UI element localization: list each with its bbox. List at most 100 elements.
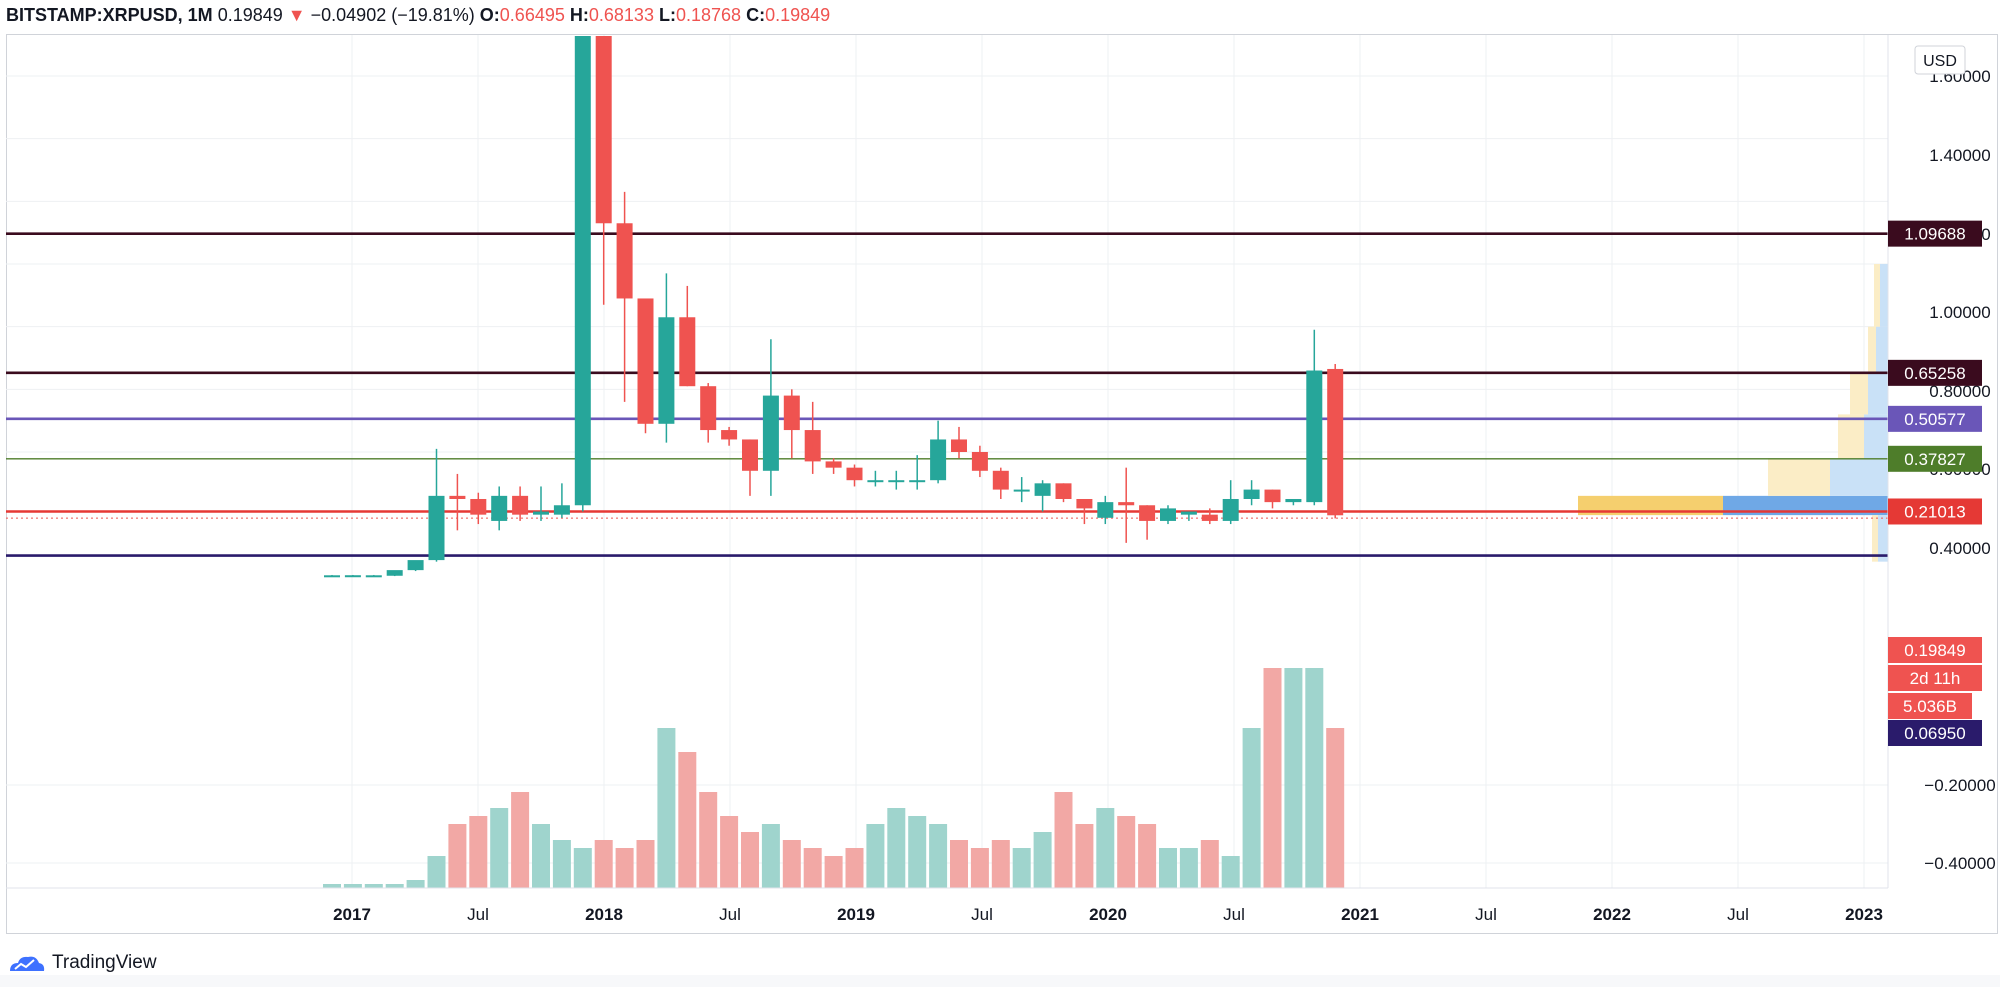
volume-bar <box>866 824 885 888</box>
price-badges: 1.09688 0.65258 0.50577 0.37827 0.21013 0.069… <box>1888 220 1982 746</box>
candle-body <box>1285 498 1302 503</box>
level-badge-bg <box>1888 498 1982 525</box>
horizontal-levels <box>6 232 1888 557</box>
candle-body <box>951 439 967 452</box>
candle-body <box>679 317 696 387</box>
candle-body <box>1055 483 1072 499</box>
time-axis: 2017 Jul 2018 Jul 2019 Jul 2020 Jul 2021 Jul 2022 J… <box>6 887 1888 924</box>
volume-bar <box>1138 824 1157 888</box>
volume-bar <box>1054 792 1073 888</box>
chart-pane[interactable] <box>6 34 1998 934</box>
volume-bar <box>1179 848 1198 888</box>
volume-profile <box>1578 263 1888 562</box>
volume-bar <box>1305 668 1324 888</box>
grid-lines <box>6 35 1888 888</box>
high-label: H: <box>569 5 589 25</box>
volume-bar <box>1221 856 1240 888</box>
candle-body <box>470 498 487 515</box>
volume-bars <box>323 668 1345 888</box>
y-tick-label: −0.20000 <box>1924 776 1995 795</box>
level-badge-bg <box>1888 359 1982 386</box>
level-badge: 0.06950 <box>1904 724 1965 743</box>
candle-body <box>1013 489 1030 492</box>
level-badge: 0.65258 <box>1904 364 1965 383</box>
volume-profile-up <box>1768 458 1830 496</box>
candle-body <box>595 36 612 224</box>
candle-body <box>1222 498 1239 521</box>
candle-body <box>700 386 717 431</box>
volume-bar <box>490 808 509 888</box>
candle-body <box>324 575 340 578</box>
y-tick-label: 1.00000 <box>1929 303 1990 322</box>
volume-profile-up <box>1868 326 1876 374</box>
currency-badge[interactable]: USD <box>1914 45 1966 75</box>
high-value: 0.68133 <box>588 5 654 25</box>
candle-body <box>909 480 926 483</box>
volume-bar <box>887 808 906 888</box>
volume-bar <box>1242 728 1261 888</box>
volume-bar <box>699 792 718 888</box>
footer: TradingView <box>6 948 157 978</box>
volume-bar <box>991 840 1010 888</box>
candle-body <box>637 298 654 424</box>
volume-bar <box>594 840 613 888</box>
level-badge: 0.37827 <box>1904 450 1965 469</box>
volume-bar <box>636 840 655 888</box>
volume-bar <box>845 848 864 888</box>
volume-bar <box>1326 728 1345 888</box>
volume-bar <box>469 816 488 888</box>
price-chart[interactable]: 1.600001.400001.200001.000000.800000.600… <box>0 0 2000 940</box>
candle-body <box>867 480 884 483</box>
x-tick-label: Jul <box>1475 905 1497 924</box>
level-badge: 1.09688 <box>1904 225 1965 244</box>
candle-body <box>742 439 758 471</box>
volume-profile-down <box>1880 263 1888 327</box>
candle-body <box>1139 505 1156 521</box>
close-value: 0.19849 <box>765 5 831 25</box>
candle-body <box>1118 502 1135 506</box>
volume-bar <box>615 848 634 888</box>
y-tick-label: 0.80000 <box>1929 382 1990 401</box>
candle-body <box>1180 511 1197 515</box>
level-badge-bg <box>1888 445 1982 472</box>
candle-body <box>1076 498 1093 509</box>
volume-bar <box>803 848 822 888</box>
volume-bar <box>1263 668 1282 888</box>
tradingview-brand[interactable]: TradingView <box>52 952 157 973</box>
level-badge-bg <box>1888 405 1982 432</box>
candle-body <box>1327 368 1344 516</box>
volume-bar <box>1096 808 1115 888</box>
volume-bar <box>970 848 989 888</box>
volume-badge-bg <box>1888 693 1972 719</box>
candle-body <box>971 451 988 471</box>
volume-bar <box>364 884 383 888</box>
volume-bar <box>1012 848 1031 888</box>
candle-body <box>491 495 508 521</box>
tradingview-cloud-icon[interactable] <box>6 951 46 975</box>
price-change: −0.04902 (−19.81%) <box>310 5 475 25</box>
candlesticks <box>324 36 1344 578</box>
volume-bar <box>1117 816 1136 888</box>
x-tick-label: 2021 <box>1341 905 1379 924</box>
candle-body <box>616 223 633 299</box>
volume-bar <box>532 824 550 888</box>
candle-body <box>721 430 738 440</box>
candle-body <box>930 439 947 481</box>
x-tick-label: 2022 <box>1593 905 1631 924</box>
open-label: O: <box>479 5 500 25</box>
volume-badge: 5.036B <box>1903 697 1957 716</box>
symbol-title[interactable]: BITSTAMP:XRPUSD, 1M <box>6 5 213 25</box>
candle-body <box>1201 514 1218 521</box>
y-tick-label: −0.40000 <box>1924 854 1995 873</box>
level-badge: 0.21013 <box>1904 502 1965 521</box>
volume-bar <box>657 728 676 888</box>
candle-body <box>533 511 549 515</box>
volume-bar <box>741 832 759 888</box>
x-tick-label: 2023 <box>1845 905 1883 924</box>
x-tick-label: Jul <box>719 905 741 924</box>
open-value: 0.66495 <box>499 5 565 25</box>
volume-profile-down <box>1830 458 1888 496</box>
volume-profile-down <box>1868 373 1888 415</box>
volume-bar <box>908 816 927 888</box>
volume-profile-up <box>1874 263 1880 327</box>
